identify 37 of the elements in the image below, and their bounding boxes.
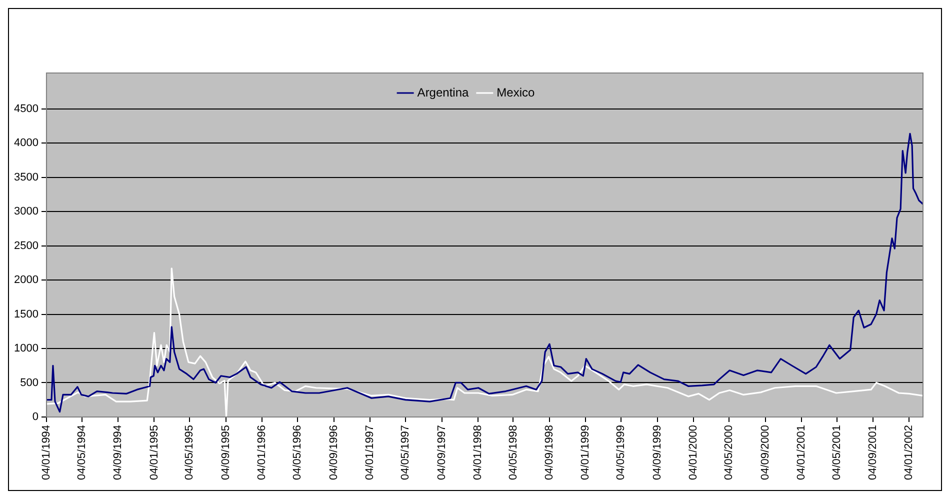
x-tick-label: 04/05/1999: [615, 424, 628, 480]
legend-label: Argentina: [417, 85, 470, 100]
x-tick-label: 04/01/2001: [795, 424, 808, 480]
x-tick-label: 04/05/1998: [507, 424, 520, 480]
x-tick-label: 04/09/1995: [220, 424, 232, 480]
y-tick-label: 4500: [14, 103, 38, 116]
y-tick-label: 3500: [14, 171, 38, 184]
y-tick-label: 2000: [14, 274, 38, 286]
y-tick-label: 4000: [14, 137, 38, 150]
x-tick-label: 04/09/2001: [867, 424, 880, 480]
y-tick-label: 1500: [14, 308, 38, 320]
x-tick-label: 04/09/1997: [436, 424, 448, 480]
x-tick-label: 04/01/2000: [687, 424, 700, 480]
y-tick-label: 500: [20, 376, 38, 389]
x-tick-label: 04/09/1994: [112, 424, 124, 480]
x-tick-label: 04/01/1998: [472, 424, 484, 480]
x-tick-label: 04/05/1995: [184, 424, 196, 480]
x-tick-label: 04/05/2000: [723, 424, 736, 480]
x-tick-label: 04/05/2001: [830, 424, 843, 480]
x-tick-label: 04/09/1996: [328, 424, 340, 480]
y-tick-label: 2500: [14, 240, 38, 252]
x-tick-label: 04/01/1996: [256, 424, 268, 480]
x-tick-label: 04/01/1999: [580, 424, 592, 480]
legend-label: Mexico: [496, 85, 536, 100]
x-tick-label: 04/01/1997: [364, 424, 376, 480]
x-tick-label: 04/01/1994: [40, 424, 52, 480]
x-tick-label: 04/05/1996: [292, 424, 304, 480]
x-tick-label: 04/09/1999: [651, 424, 664, 480]
x-tick-label: 04/05/1997: [400, 424, 412, 480]
y-tick-label: 0: [32, 410, 38, 423]
y-tick-label: 3000: [14, 206, 38, 218]
x-tick-label: 04/01/2002: [903, 424, 916, 480]
x-tick-label: 04/05/1994: [76, 424, 88, 480]
x-tick-label: 04/09/1998: [544, 424, 556, 480]
y-tick-label: 1000: [14, 342, 38, 355]
x-tick-label: 04/01/1995: [148, 424, 160, 480]
x-tick-label: 04/09/2000: [759, 424, 772, 480]
